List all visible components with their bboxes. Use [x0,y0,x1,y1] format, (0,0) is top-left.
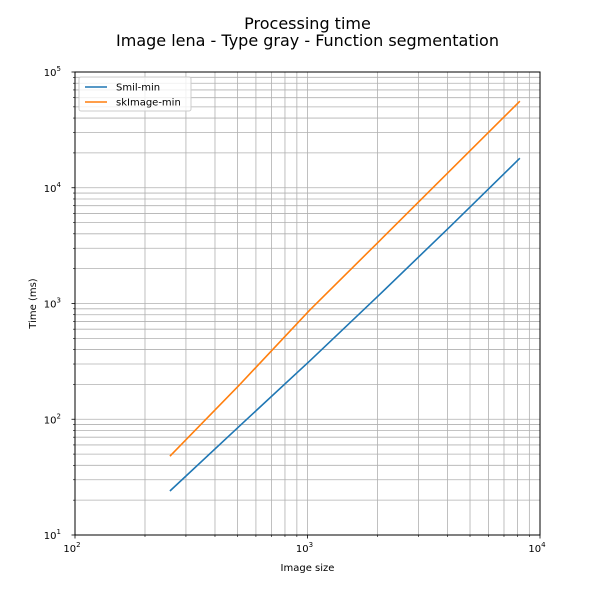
x-tick-label-exponent: 3 [309,541,313,549]
y-tick-label-exponent: 5 [57,65,61,73]
x-tick-label-base: 10 [63,544,76,555]
y-axis-label: Time (ms) [28,278,39,330]
series-lines [169,100,521,492]
grid [74,71,541,536]
y-tick-label-base: 10 [44,68,57,79]
y-tick-label: 101 [44,528,61,542]
y-tick-label: 105 [44,65,61,79]
y-tick-label: 103 [44,297,61,311]
y-tick-label-exponent: 4 [57,181,62,189]
y-tick-label-exponent: 2 [57,412,61,420]
x-tick-label-exponent: 2 [76,541,80,549]
x-tick-label: 102 [63,541,80,555]
x-tick-label-exponent: 4 [541,541,546,549]
y-tick-label-base: 10 [44,415,57,426]
x-tick-label-base: 10 [528,544,541,555]
x-tick-label: 103 [296,541,313,555]
y-tick-label-exponent: 1 [57,528,61,536]
chart-subtitle: Image lena - Type gray - Function segmen… [116,31,499,50]
y-tick-label: 104 [44,181,62,195]
chart-title: Processing time [244,14,371,33]
y-tick-label-base: 10 [44,300,57,311]
y-tick-label-base: 10 [44,184,57,195]
series-line-smil-min [169,157,521,492]
legend-label-skimage-min: skImage-min [116,98,181,109]
series-line-skimage-min [169,100,521,457]
y-tick-label: 102 [44,412,61,426]
y-tick-label-exponent: 3 [57,297,61,305]
x-tick-label: 104 [528,541,546,555]
legend-label-smil-min: Smil-min [116,83,160,94]
y-tick-label-base: 10 [44,531,57,542]
x-tick-label-base: 10 [296,544,309,555]
x-axis-label: Image size [281,563,335,574]
legend: Smil-min skImage-min [78,76,192,112]
